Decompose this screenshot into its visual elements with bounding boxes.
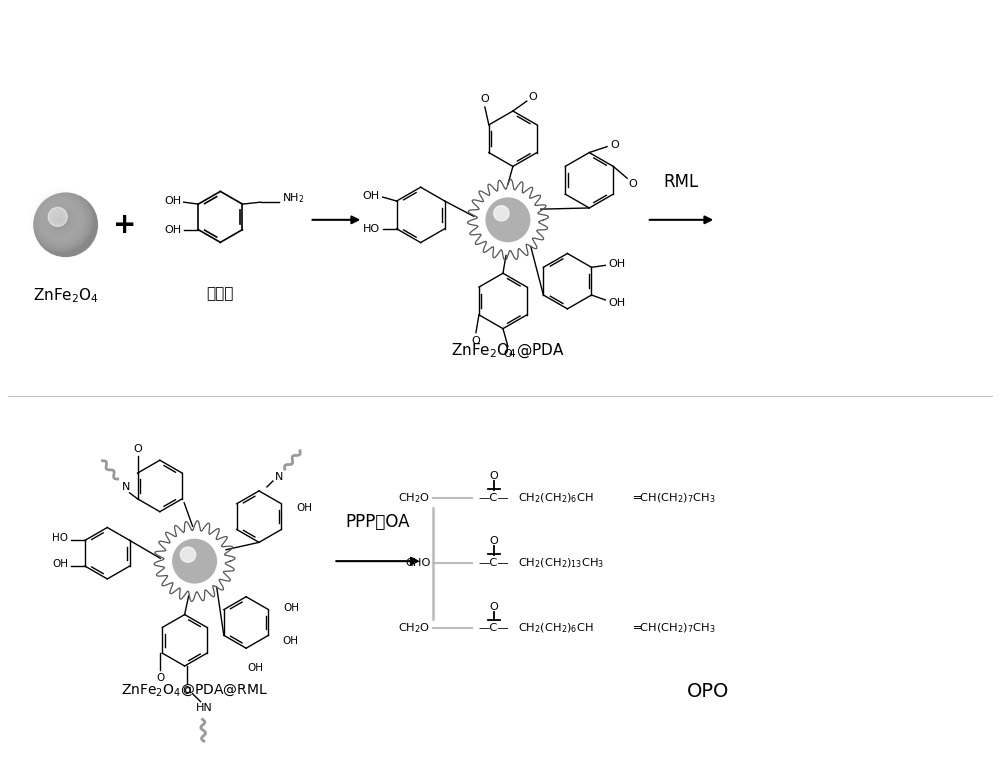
Circle shape xyxy=(31,191,91,250)
Text: ZnFe$_2$O$_4$: ZnFe$_2$O$_4$ xyxy=(33,286,99,305)
Text: CH$_2$O: CH$_2$O xyxy=(398,622,431,636)
Text: O: O xyxy=(611,139,619,149)
Text: RML: RML xyxy=(664,173,699,191)
Text: ZnFe$_2$O$_4$@PDA@RML: ZnFe$_2$O$_4$@PDA@RML xyxy=(121,682,268,698)
Text: O: O xyxy=(156,673,164,683)
Text: CH$_2$(CH$_2$)$_6$CH: CH$_2$(CH$_2$)$_6$CH xyxy=(518,491,594,505)
Circle shape xyxy=(50,209,71,230)
Text: HO: HO xyxy=(363,224,380,233)
Circle shape xyxy=(59,218,63,223)
Text: O: O xyxy=(481,94,489,104)
Text: O: O xyxy=(528,92,537,102)
Text: OH: OH xyxy=(165,225,182,235)
Circle shape xyxy=(29,188,93,252)
Text: +: + xyxy=(113,211,137,239)
Circle shape xyxy=(34,193,97,257)
Text: ═CH(CH$_2$)$_7$CH$_3$: ═CH(CH$_2$)$_7$CH$_3$ xyxy=(633,622,716,635)
Text: CHO: CHO xyxy=(405,558,431,568)
Circle shape xyxy=(180,547,196,562)
Text: N: N xyxy=(121,482,130,492)
Text: HN: HN xyxy=(196,703,213,713)
Text: OH: OH xyxy=(165,196,182,206)
Text: OH: OH xyxy=(608,298,625,308)
Text: NH$_2$: NH$_2$ xyxy=(282,191,304,205)
Text: O: O xyxy=(629,179,638,189)
Text: —C—: —C— xyxy=(479,558,509,568)
Text: OH: OH xyxy=(363,191,380,201)
Text: OH: OH xyxy=(283,603,299,612)
Circle shape xyxy=(33,193,88,247)
Text: HO: HO xyxy=(52,534,68,543)
Circle shape xyxy=(42,201,80,239)
Circle shape xyxy=(36,194,86,245)
Circle shape xyxy=(44,203,78,237)
Text: O: O xyxy=(133,444,142,454)
Text: OH: OH xyxy=(282,636,298,647)
Text: OPO: OPO xyxy=(687,682,729,701)
Text: O: O xyxy=(490,601,498,612)
Circle shape xyxy=(486,198,530,242)
Circle shape xyxy=(55,214,67,226)
Text: O: O xyxy=(490,471,498,481)
Text: O: O xyxy=(183,685,191,696)
Circle shape xyxy=(52,212,69,229)
Circle shape xyxy=(48,208,74,233)
Circle shape xyxy=(173,539,216,583)
Text: OH: OH xyxy=(296,503,312,513)
Text: CH$_2$O: CH$_2$O xyxy=(398,491,431,505)
Text: O: O xyxy=(472,335,480,345)
Text: OH: OH xyxy=(52,559,68,569)
Text: O: O xyxy=(504,349,512,359)
Text: CH$_2$(CH$_2$)$_{13}$CH$_3$: CH$_2$(CH$_2$)$_{13}$CH$_3$ xyxy=(518,556,604,570)
Text: ═CH(CH$_2$)$_7$CH$_3$: ═CH(CH$_2$)$_7$CH$_3$ xyxy=(633,491,716,505)
Text: OH: OH xyxy=(247,663,263,673)
Text: N: N xyxy=(275,472,283,482)
Text: PPP、OA: PPP、OA xyxy=(346,513,410,531)
Text: 多巴胺: 多巴胺 xyxy=(207,286,234,301)
Circle shape xyxy=(46,205,76,235)
Circle shape xyxy=(38,197,84,244)
Text: —C—: —C— xyxy=(479,492,509,503)
Circle shape xyxy=(57,216,65,224)
Circle shape xyxy=(494,205,509,221)
Text: CH$_2$(CH$_2$)$_6$CH: CH$_2$(CH$_2$)$_6$CH xyxy=(518,622,594,635)
Text: —C—: —C— xyxy=(479,623,509,633)
Text: OH: OH xyxy=(608,259,625,269)
Text: O: O xyxy=(490,536,498,546)
Text: ZnFe$_2$O$_4$@PDA: ZnFe$_2$O$_4$@PDA xyxy=(451,342,565,360)
Circle shape xyxy=(40,199,82,241)
Circle shape xyxy=(48,208,67,226)
